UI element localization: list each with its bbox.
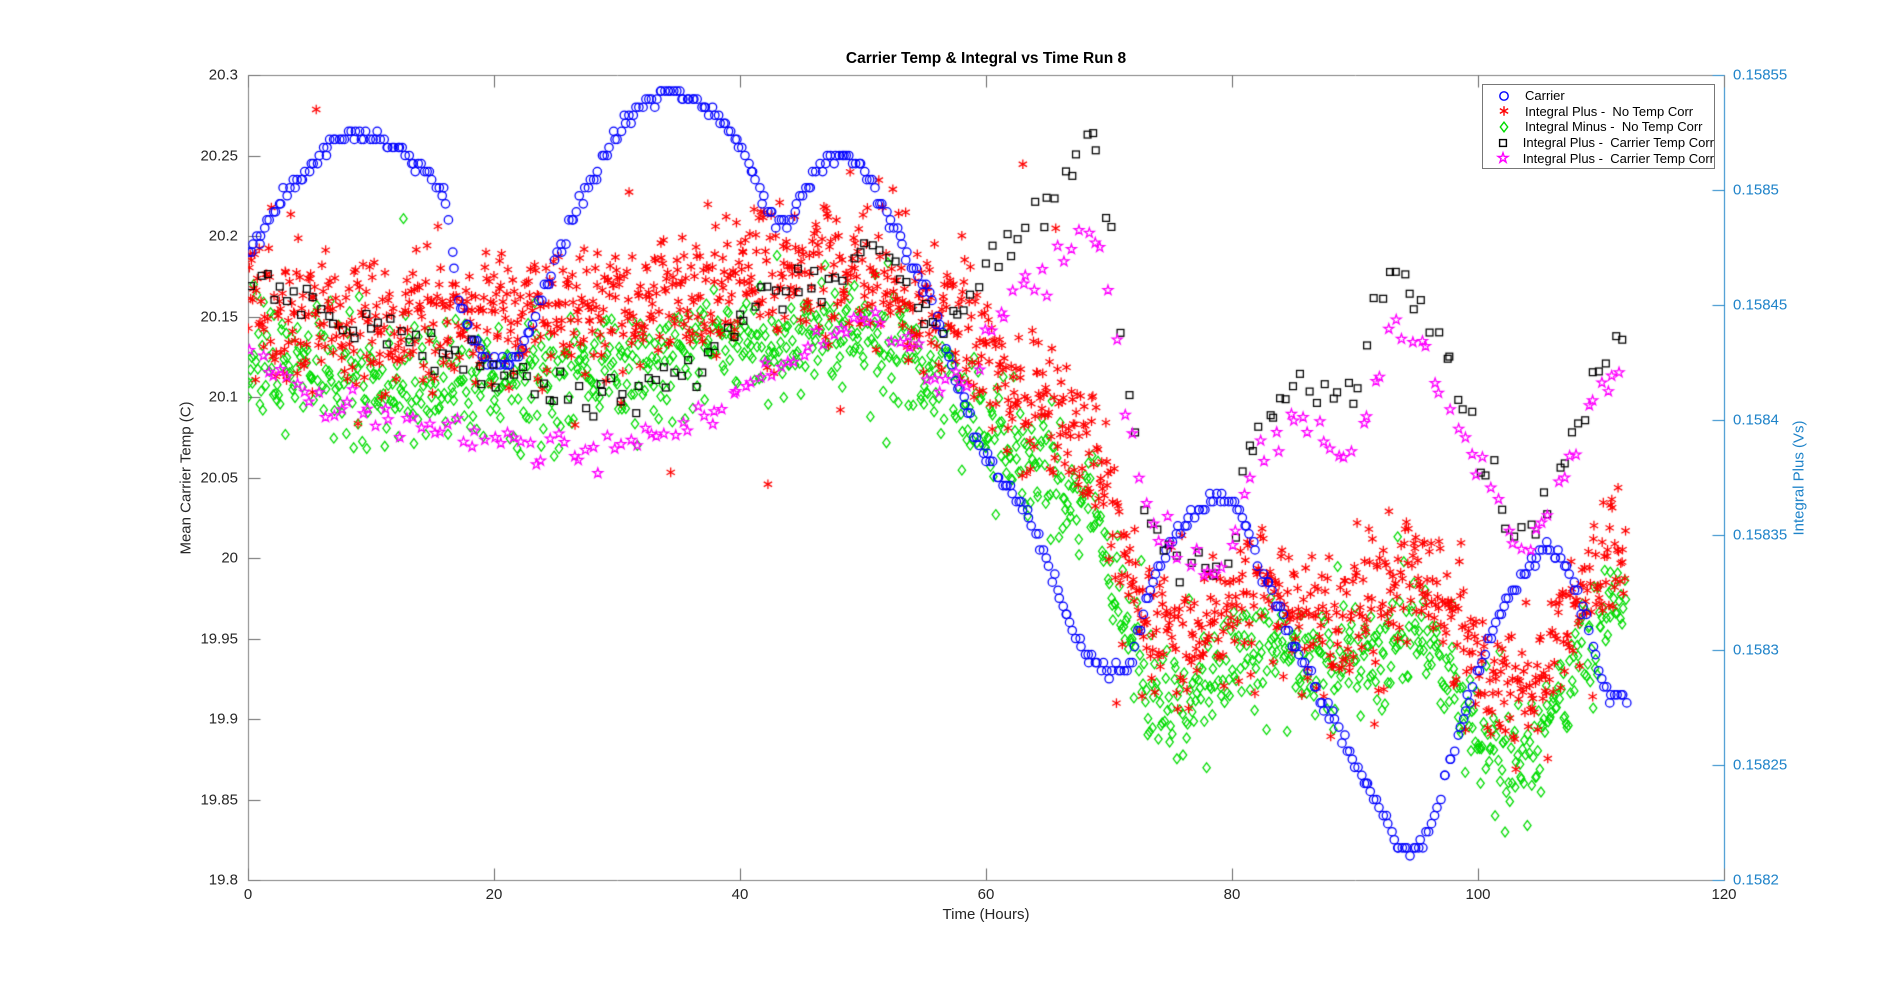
y-left-tick-label: 20.1	[208, 388, 238, 406]
diamond-marker-icon	[1483, 119, 1525, 135]
legend-item: Carrier	[1483, 88, 1714, 104]
y-right-tick-label: 0.1584	[1733, 411, 1779, 429]
asterisk-marker-icon	[1483, 103, 1525, 119]
y-left-tick-label: 20.2	[208, 227, 238, 245]
y-right-tick-label: 0.15825	[1733, 756, 1788, 774]
y-right-tick-label: 0.1582	[1733, 871, 1779, 889]
y-left-tick-label: 20.15	[200, 308, 238, 325]
y-left-tick-label: 19.85	[200, 791, 238, 808]
y-right-tick-label: 0.15855	[1733, 66, 1788, 84]
legend-item: Integral Plus - Carrier Temp Corr	[1483, 135, 1714, 151]
x-tick-label: 80	[1223, 886, 1241, 903]
chart-title: Carrier Temp & Integral vs Time Run 8	[845, 50, 1127, 67]
y-left-tick-label: 20.3	[208, 66, 238, 84]
legend-item-label: Integral Plus - Carrier Temp Corr	[1522, 135, 1714, 151]
y-left-tick-label: 19.8	[208, 871, 238, 889]
x-tick-label: 0	[243, 886, 253, 903]
circle-marker-icon	[1483, 88, 1525, 104]
x-tick-label: 40	[731, 886, 749, 903]
y-right-tick-label: 0.1583	[1733, 641, 1779, 659]
x-axis-label: Time (Hours)	[942, 906, 1030, 923]
y-right-tick-label: 0.1585	[1733, 181, 1779, 199]
legend: Carrier Integral Plus - No Temp Corr Integ…	[1482, 84, 1715, 169]
legend-item: Integral Minus - No Temp Corr	[1483, 119, 1714, 135]
legend-item-label: Carrier	[1525, 88, 1565, 104]
y-right-tick-label: 0.15845	[1733, 296, 1788, 314]
y-left-tick-label: 19.95	[200, 630, 238, 647]
y-right-axis-label: Integral Plus (Vs)	[1790, 420, 1808, 536]
x-tick-label: 60	[977, 886, 995, 903]
legend-item-label: Integral Plus - No Temp Corr	[1525, 103, 1694, 119]
y-left-tick-label: 20.25	[200, 147, 238, 164]
legend-item-label: Integral Plus - Carrier Temp Corr	[1522, 150, 1714, 166]
y-left-tick-label: 20	[221, 549, 238, 567]
x-tick-label: 100	[1465, 886, 1491, 903]
y-left-tick-label: 19.9	[208, 710, 238, 728]
y-left-tick-label: 20.05	[200, 469, 238, 486]
legend-item: Integral Plus - Carrier Temp Corr	[1483, 150, 1714, 166]
x-tick-label: 120	[1711, 886, 1737, 903]
legend-item-label: Integral Minus - No Temp Corr	[1525, 119, 1703, 135]
square-marker-icon	[1483, 135, 1523, 151]
legend-item: Integral Plus - No Temp Corr	[1483, 104, 1714, 120]
x-tick-label: 20	[485, 886, 503, 903]
y-right-tick-label: 0.15835	[1733, 526, 1788, 544]
pentagram-marker-icon	[1483, 150, 1523, 166]
